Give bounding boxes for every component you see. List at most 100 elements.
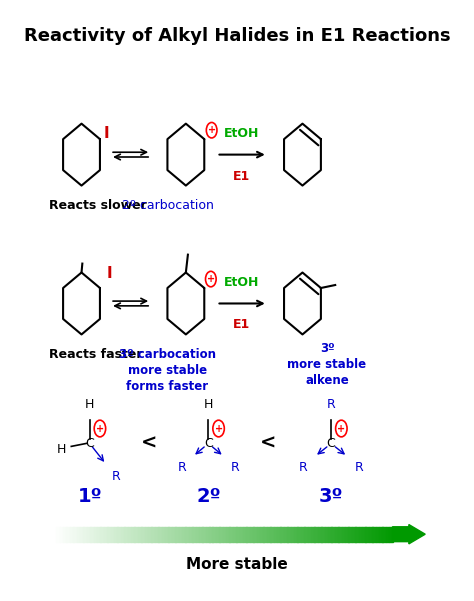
Bar xyxy=(107,526,111,542)
Text: EtOH: EtOH xyxy=(224,127,260,139)
Bar xyxy=(267,526,271,542)
Bar xyxy=(185,526,189,542)
Bar xyxy=(281,526,284,542)
Text: 3º
more stable
alkene: 3º more stable alkene xyxy=(287,342,366,387)
Text: E1: E1 xyxy=(233,169,251,183)
Bar xyxy=(321,526,325,542)
Bar xyxy=(352,526,356,542)
Bar xyxy=(338,526,342,542)
Bar xyxy=(148,526,152,542)
Bar xyxy=(386,526,390,542)
Bar xyxy=(145,526,148,542)
Text: 3º carbocation
more stable
forms faster: 3º carbocation more stable forms faster xyxy=(119,348,216,393)
Bar xyxy=(236,526,240,542)
Text: +: + xyxy=(207,274,215,284)
Text: +: + xyxy=(208,125,216,135)
Bar xyxy=(383,526,386,542)
Bar xyxy=(304,526,308,542)
Bar xyxy=(348,526,352,542)
Bar xyxy=(97,526,101,542)
Bar xyxy=(124,526,128,542)
Bar xyxy=(90,526,94,542)
Bar xyxy=(355,526,359,542)
Text: I: I xyxy=(106,266,112,281)
Text: R: R xyxy=(299,461,308,474)
Bar xyxy=(63,526,67,542)
Bar xyxy=(301,526,305,542)
Bar xyxy=(369,526,373,542)
Bar xyxy=(328,526,332,542)
Text: Reacts faster: Reacts faster xyxy=(49,347,142,361)
Bar xyxy=(94,526,98,542)
Bar xyxy=(277,526,281,542)
Bar xyxy=(135,526,138,542)
Bar xyxy=(365,526,369,542)
Bar xyxy=(216,526,219,542)
Bar xyxy=(73,526,77,542)
Bar xyxy=(270,526,274,542)
Bar xyxy=(287,526,291,542)
Bar xyxy=(297,526,301,542)
Bar xyxy=(212,526,216,542)
Bar xyxy=(87,526,91,542)
Text: R: R xyxy=(112,469,121,483)
Bar xyxy=(264,526,267,542)
Bar xyxy=(342,526,346,542)
Bar xyxy=(226,526,230,542)
Text: More stable: More stable xyxy=(186,557,288,572)
Text: +: + xyxy=(215,424,223,433)
Bar xyxy=(182,526,186,542)
Bar xyxy=(158,526,162,542)
Text: H: H xyxy=(204,398,213,411)
Bar xyxy=(325,526,328,542)
Bar xyxy=(202,526,206,542)
Text: I: I xyxy=(103,126,109,141)
Bar xyxy=(223,526,227,542)
Bar xyxy=(151,526,155,542)
Bar xyxy=(206,526,210,542)
Bar xyxy=(246,526,250,542)
Text: +: + xyxy=(337,424,346,433)
Text: <: < xyxy=(259,434,276,453)
Bar xyxy=(192,526,196,542)
Bar xyxy=(80,526,84,542)
Bar xyxy=(335,526,338,542)
Text: +: + xyxy=(96,424,104,433)
Bar xyxy=(345,526,349,542)
Bar xyxy=(253,526,257,542)
Bar xyxy=(77,526,81,542)
Bar xyxy=(219,526,223,542)
Text: 1º: 1º xyxy=(77,487,102,507)
Text: R: R xyxy=(327,398,336,411)
Bar xyxy=(358,526,362,542)
Bar xyxy=(311,526,315,542)
Bar xyxy=(379,526,383,542)
Bar xyxy=(189,526,192,542)
Bar xyxy=(128,526,131,542)
Bar xyxy=(175,526,179,542)
Text: C: C xyxy=(85,437,94,450)
Bar xyxy=(331,526,335,542)
Bar xyxy=(260,526,264,542)
Bar xyxy=(168,526,172,542)
Text: <: < xyxy=(141,434,157,453)
Bar xyxy=(243,526,247,542)
Bar xyxy=(172,526,175,542)
Bar xyxy=(240,526,244,542)
Bar xyxy=(56,526,60,542)
Bar xyxy=(375,526,379,542)
Bar xyxy=(131,526,135,542)
Bar xyxy=(318,526,321,542)
Bar xyxy=(273,526,277,542)
Text: R: R xyxy=(230,461,239,474)
Bar xyxy=(291,526,294,542)
Text: 2º carbocation: 2º carbocation xyxy=(121,199,213,212)
Bar xyxy=(229,526,233,542)
Bar xyxy=(104,526,108,542)
Text: R: R xyxy=(177,461,186,474)
Text: EtOH: EtOH xyxy=(224,276,260,288)
Bar xyxy=(233,526,237,542)
Bar xyxy=(179,526,182,542)
Bar xyxy=(60,526,64,542)
FancyArrow shape xyxy=(392,525,425,544)
